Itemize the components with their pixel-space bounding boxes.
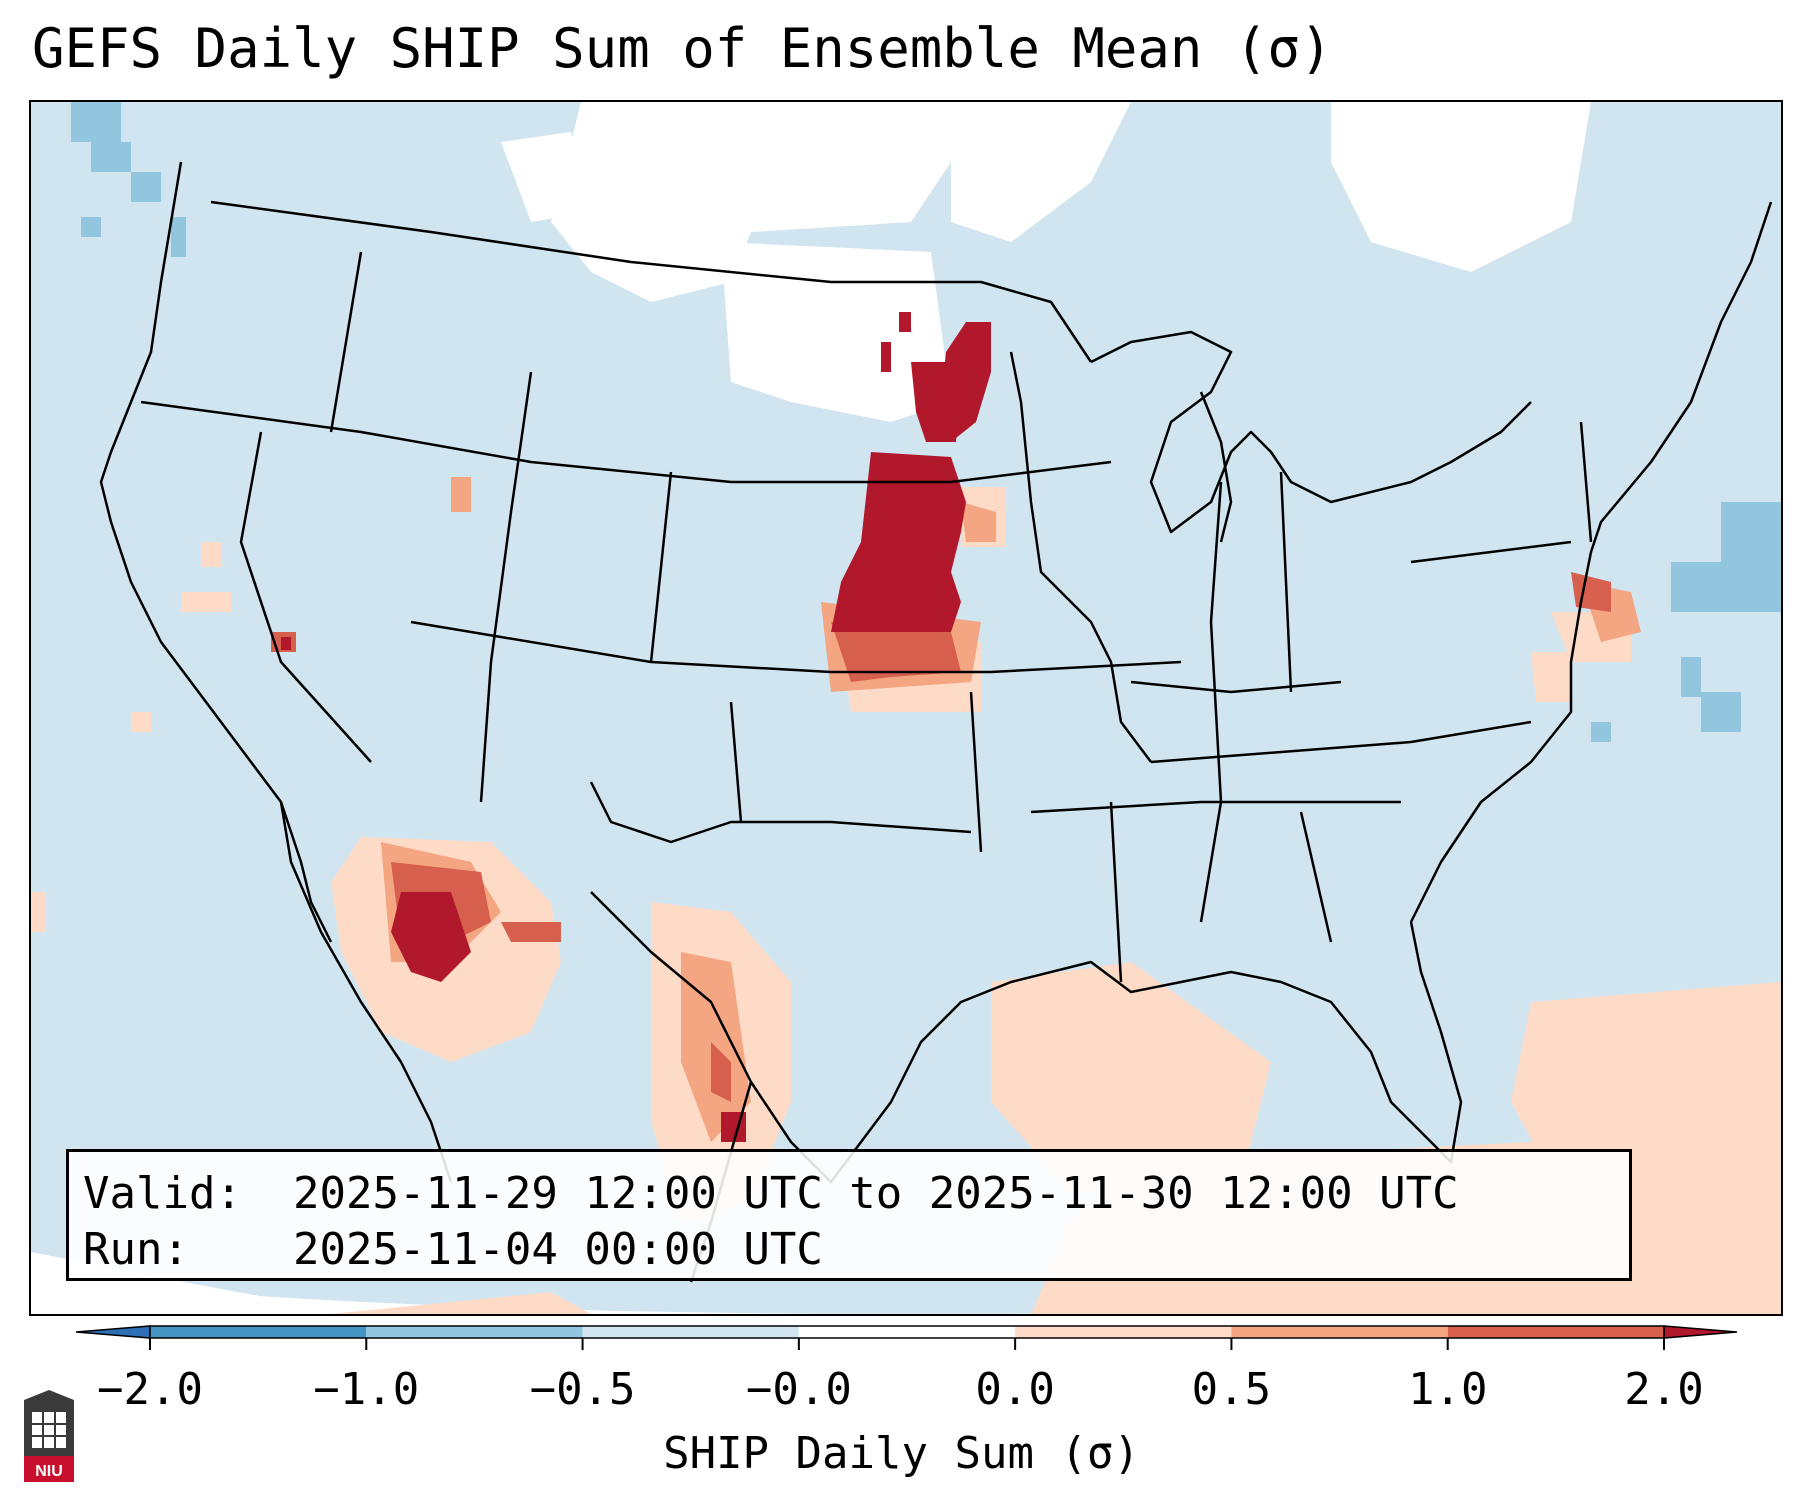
valid-line: Valid: 2025-11-29 12:00 UTC to 2025-11-30… <box>83 1166 1615 1222</box>
colorbar-label: SHIP Daily Sum (σ) <box>663 1428 1140 1479</box>
colorbar-segment <box>150 1326 367 1338</box>
near-zero-regions <box>31 102 1591 1314</box>
colorbar-segments <box>75 1325 1738 1339</box>
colorbar-tick-label: −1.0 <box>313 1364 420 1415</box>
valid-value: 2025-11-29 12:00 UTC to 2025-11-30 12:00… <box>293 1168 1459 1219</box>
map-panel <box>29 100 1783 1316</box>
colorbar-ticks <box>149 1338 1665 1350</box>
colorbar-segment <box>1015 1326 1232 1338</box>
run-line: Run: 2025-11-04 00:00 UTC <box>83 1222 1615 1278</box>
run-label: Run: <box>83 1224 189 1275</box>
colorbar-tick-label: 2.0 <box>1624 1364 1704 1415</box>
colorbar-segment <box>366 1326 583 1338</box>
run-value: 2025-11-04 00:00 UTC <box>293 1224 823 1275</box>
colorbar-tick-label: 0.0 <box>975 1364 1055 1415</box>
colorbar-tick-label: −0.0 <box>745 1364 852 1415</box>
niu-logo: NIU <box>24 1390 74 1482</box>
colorbar-extend-low <box>75 1325 151 1339</box>
colorbar-tick-label: −0.5 <box>529 1364 636 1415</box>
colorbar-tick-label: 1.0 <box>1407 1364 1488 1415</box>
extreme-positive-regions <box>281 312 991 1142</box>
colorbar-extend-high <box>1663 1325 1738 1339</box>
colorbar-tick-label: −2.0 <box>97 1364 203 1415</box>
validity-info-box: Valid: 2025-11-29 12:00 UTC to 2025-11-30… <box>66 1149 1632 1281</box>
colorbar-tick-label: 0.5 <box>1191 1364 1272 1415</box>
colorbar-segment <box>1447 1326 1664 1338</box>
colorbar-outline <box>149 1325 1665 1339</box>
map-svg <box>31 102 1781 1314</box>
colorbar-segment <box>1231 1326 1448 1338</box>
colorbar-segment <box>798 1326 1016 1338</box>
negative-anomaly-cells <box>71 102 1781 742</box>
valid-label: Valid: <box>83 1168 242 1219</box>
chart-title: GEFS Daily SHIP Sum of Ensemble Mean (σ) <box>32 17 1333 80</box>
colorbar-segment <box>582 1326 799 1338</box>
svg-text:NIU: NIU <box>35 1463 63 1480</box>
